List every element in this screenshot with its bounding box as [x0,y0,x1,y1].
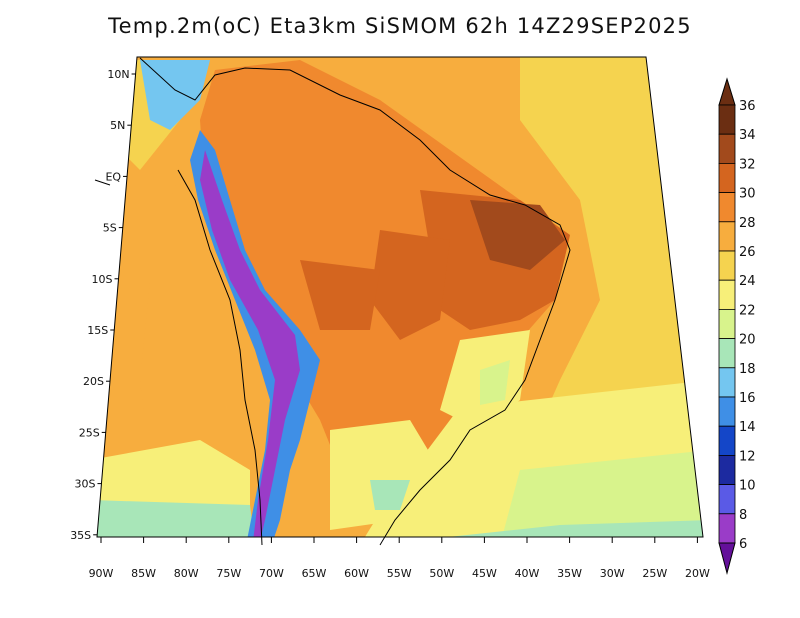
central-brazil-hot [370,230,450,340]
lon-tick-label: 25W [642,567,667,580]
pacific-far-south [97,500,255,537]
colorbar-segment [718,221,736,252]
lon-tick-label: 30W [600,567,625,580]
map-title: Temp.2m(oC) Eta3km SiSMOM 62h 14Z29SEP20… [108,14,692,38]
latitude-axis: 10N 5N EQ 5S 10S 15S 20S 25S 30S 35S [70,68,136,542]
colorbar-segment [718,133,736,164]
colorbar: 36 34 32 30 28 26 24 22 20 18 16 14 12 10 8 6 [718,77,756,575]
colorbar-label: 34 [739,128,756,143]
colorbar-segment [718,192,736,223]
colorbar-segment [718,338,736,369]
lon-tick-label: 85W [131,567,156,580]
colorbar-label: 10 [739,479,756,494]
colorbar-label: 32 [739,157,756,172]
lon-tick-label: 90W [89,567,114,580]
lon-tick-label: 50W [429,567,454,580]
colorbar-segment [718,104,736,135]
colorbar-label: 6 [739,537,747,552]
colorbar-label: 12 [739,449,756,464]
colorbar-label: 26 [739,245,756,260]
highland-area [480,360,510,405]
colorbar-label: 30 [739,187,756,202]
colorbar-label: 24 [739,274,756,289]
lat-tick-label: 10N [107,68,129,81]
colorbar-label: 8 [739,508,747,523]
colorbar-segment [718,367,736,398]
lat-tick-label: 30S [74,478,95,491]
pacific-cool-north [140,60,210,130]
coastline [94,57,571,546]
lat-tick-label: 35S [70,529,91,542]
lat-tick-label: EQ [105,170,121,183]
uruguay-cool-area [370,480,410,510]
south-atlantic-cool-area [500,450,703,537]
temperature-field [97,57,703,537]
plot-frame [96,56,704,538]
colorbar-label: 14 [739,420,756,435]
lon-tick-label: 40W [515,567,540,580]
lon-tick-label: 70W [259,567,284,580]
colorbar-segment [718,250,736,281]
colorbar-segment [718,513,736,544]
lat-tick-label: 20S [83,375,104,388]
northeast-brazil-hottest [470,200,565,270]
colorbar-segment [718,308,736,339]
lon-tick-label: 20W [685,567,710,580]
colorbar-label: 18 [739,362,756,377]
colorbar-max-arrow [718,77,736,106]
colorbar-label: 28 [739,216,756,231]
colorbar-label: 22 [739,303,756,318]
lon-tick-label: 35W [557,567,582,580]
colorbar-segment [718,484,736,515]
colorbar-segment [718,396,736,427]
lat-tick-label: 25S [79,426,100,439]
colorbar-segment [718,425,736,456]
lon-tick-label: 60W [344,567,369,580]
colorbar-label: 16 [739,391,756,406]
colorbar-segment [718,279,736,310]
colorbar-label: 20 [739,333,756,348]
lon-tick-label: 80W [174,567,199,580]
lat-tick-label: 5S [103,222,117,235]
andes-coldest-area [200,150,300,537]
longitude-axis: 90W 85W 80W 75W 70W 65W 60W 55W 50W 45W 40W 35W 30W 2… [89,537,710,580]
lat-tick-label: 5N [110,119,125,132]
lon-tick-label: 45W [472,567,497,580]
lon-tick-label: 55W [387,567,412,580]
lat-tick-label: 15S [87,324,108,337]
far-south-ocean [330,520,703,537]
lat-tick-label: 10S [92,273,113,286]
lon-tick-label: 65W [302,567,327,580]
lon-tick-label: 75W [216,567,241,580]
colorbar-segment [718,162,736,193]
amazon-south-hot [300,260,380,330]
colorbar-segment [718,454,736,485]
colorbar-min-arrow [718,542,736,575]
colorbar-label: 36 [739,99,756,114]
pampa-area [330,420,440,530]
